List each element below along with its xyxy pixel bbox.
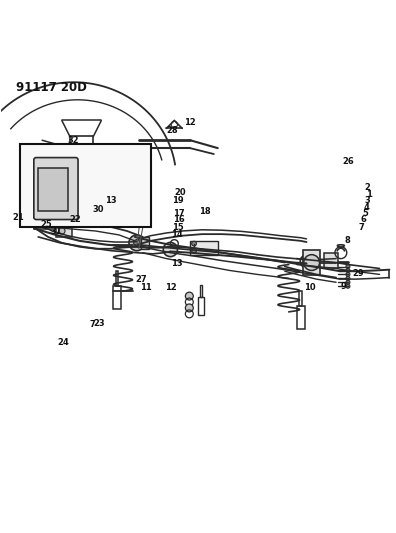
Text: 19: 19 — [172, 196, 183, 205]
Text: 24: 24 — [57, 338, 69, 347]
Text: 11: 11 — [140, 282, 152, 292]
Circle shape — [192, 248, 196, 253]
Text: 7: 7 — [89, 320, 95, 329]
Circle shape — [87, 169, 95, 177]
Text: 12: 12 — [165, 282, 177, 292]
Text: 28: 28 — [167, 126, 178, 135]
Text: 18: 18 — [199, 207, 211, 216]
Circle shape — [185, 292, 193, 300]
Text: 1: 1 — [366, 190, 371, 199]
Circle shape — [346, 284, 350, 288]
Text: 17: 17 — [173, 209, 185, 217]
Text: 13: 13 — [171, 259, 183, 268]
Bar — [303, 249, 320, 275]
Circle shape — [346, 280, 350, 284]
Bar — [324, 253, 338, 269]
Bar — [38, 168, 68, 211]
Text: 22: 22 — [70, 215, 82, 224]
Text: 91117 20D: 91117 20D — [17, 81, 88, 94]
Text: 7: 7 — [358, 223, 364, 231]
Text: 25: 25 — [40, 220, 52, 229]
Text: 32: 32 — [68, 136, 80, 145]
Text: 6: 6 — [361, 215, 367, 224]
Bar — [198, 297, 204, 315]
Text: 4: 4 — [364, 203, 370, 212]
Bar — [297, 306, 305, 329]
Circle shape — [192, 241, 196, 246]
Circle shape — [134, 242, 140, 247]
Circle shape — [346, 272, 350, 277]
Bar — [141, 237, 148, 249]
Text: 29: 29 — [352, 269, 364, 278]
FancyBboxPatch shape — [34, 158, 78, 220]
Bar — [299, 291, 302, 306]
Text: 15: 15 — [171, 223, 183, 231]
Bar — [190, 241, 218, 255]
Text: 20: 20 — [174, 188, 186, 197]
Bar — [56, 215, 72, 237]
Text: 16: 16 — [173, 215, 185, 224]
Text: 10: 10 — [304, 282, 316, 292]
Text: 27: 27 — [135, 275, 147, 284]
Text: 3: 3 — [364, 197, 370, 206]
Circle shape — [185, 304, 193, 312]
Circle shape — [134, 240, 140, 246]
Text: 8: 8 — [344, 236, 350, 245]
Text: 31: 31 — [50, 227, 62, 236]
Bar — [200, 285, 202, 297]
Bar — [113, 286, 121, 309]
Text: 26: 26 — [342, 157, 354, 166]
Bar — [34, 211, 56, 229]
Circle shape — [129, 235, 145, 251]
Circle shape — [346, 269, 350, 272]
Text: 14: 14 — [171, 230, 183, 239]
Circle shape — [27, 205, 32, 210]
Text: 23: 23 — [93, 319, 105, 328]
Circle shape — [304, 255, 320, 270]
Circle shape — [346, 277, 350, 280]
Circle shape — [93, 201, 101, 209]
Circle shape — [59, 228, 65, 234]
Text: 12: 12 — [184, 118, 196, 127]
Text: 5: 5 — [362, 209, 368, 218]
Circle shape — [346, 264, 350, 269]
Text: 30: 30 — [93, 205, 104, 214]
Circle shape — [163, 243, 177, 256]
Text: 9: 9 — [340, 282, 346, 290]
Bar — [21, 144, 150, 227]
Circle shape — [300, 255, 313, 268]
Circle shape — [49, 221, 55, 227]
Circle shape — [59, 220, 65, 226]
Text: 2: 2 — [364, 183, 370, 192]
Text: 21: 21 — [12, 213, 24, 222]
Text: 13: 13 — [105, 197, 116, 206]
Bar — [116, 271, 118, 286]
